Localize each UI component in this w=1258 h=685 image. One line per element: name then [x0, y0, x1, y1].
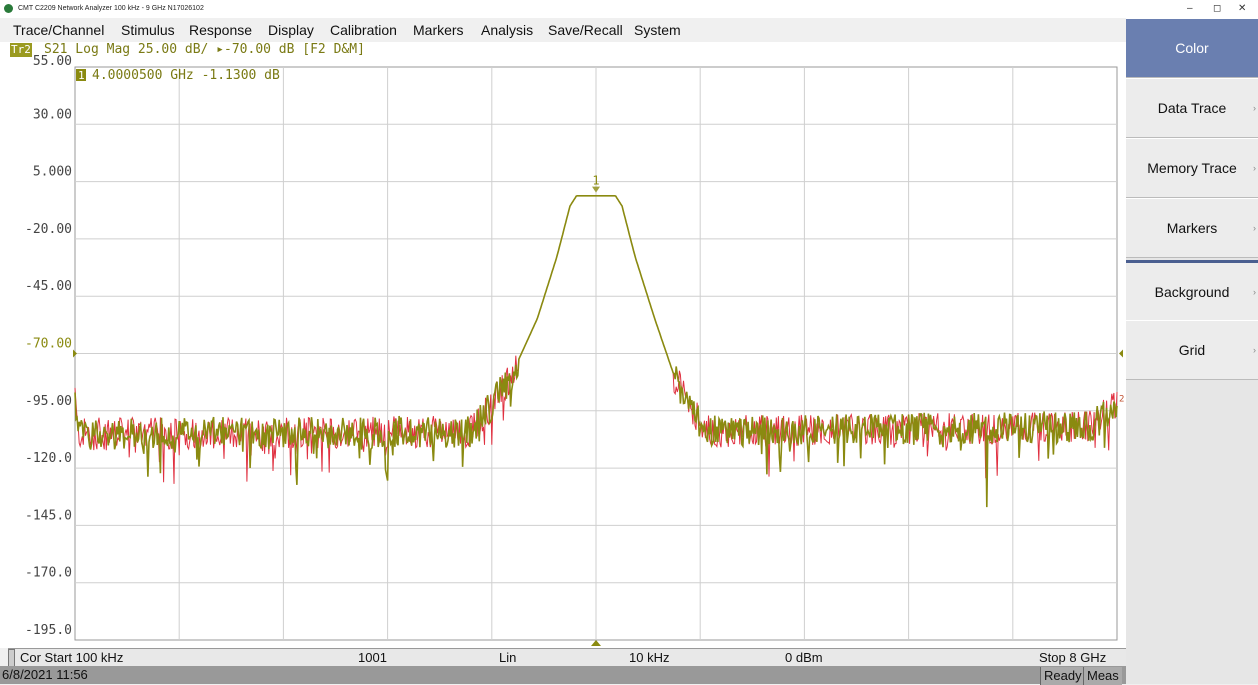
- menu-stimulus[interactable]: Stimulus: [121, 22, 175, 38]
- softkey-markers-label: Markers: [1166, 220, 1218, 236]
- trace-header: [0, 42, 1126, 58]
- marker-group: 12: [591, 174, 1124, 646]
- y-tick-label: -20.00: [25, 222, 72, 237]
- menu-trace-channel[interactable]: Trace/Channel: [13, 22, 105, 38]
- menu-bar: Trace/Channel Stimulus Response Display …: [0, 18, 1126, 42]
- channel-status-bar: Cor Start 100 kHz 1001 Lin 10 kHz 0 dBm …: [8, 648, 1126, 667]
- data-trace: [74, 195, 1118, 508]
- close-icon[interactable]: ✕: [1238, 3, 1247, 14]
- title-bar: CMT C2209 Network Analyzer 100 kHz - 9 G…: [0, 0, 1258, 18]
- readout-badge-bg: [76, 69, 86, 81]
- softkey-data-trace[interactable]: Data Trace ›: [1126, 78, 1258, 138]
- softkey-background-label: Background: [1154, 284, 1230, 300]
- chevron-right-icon: ›: [1253, 287, 1256, 297]
- ready-indicator: Ready: [1040, 667, 1085, 685]
- marker-bottom-icon: [591, 640, 602, 646]
- app-logo-icon: [4, 4, 13, 13]
- trace-chart[interactable]: 55.00 30.00 5.000 -20.00 -45.00 -70.00 -95.00 -…: [0, 0, 1126, 684]
- marker-triangle-icon: [592, 186, 601, 193]
- menu-analysis[interactable]: Analysis: [481, 22, 534, 38]
- menu-markers[interactable]: Markers: [413, 22, 464, 38]
- y-tick-label: 55.00: [33, 54, 72, 69]
- chevron-right-icon: ›: [1253, 103, 1256, 113]
- y-tick-label: -95.00: [25, 394, 72, 409]
- softkey-grid[interactable]: Grid ›: [1126, 320, 1258, 380]
- menu-calibration[interactable]: Calibration: [330, 22, 397, 38]
- y-tick-label: -170.0: [25, 566, 72, 581]
- start-frequency[interactable]: Cor Start 100 kHz: [20, 650, 124, 665]
- menu-system[interactable]: System: [634, 22, 681, 38]
- window-title: CMT C2209 Network Analyzer 100 kHz - 9 G…: [18, 5, 204, 12]
- chevron-right-icon: ›: [1253, 223, 1256, 233]
- softkey-grid-label: Grid: [1178, 342, 1206, 358]
- y-tick-label: -120.0: [25, 451, 72, 466]
- restore-icon[interactable]: ◻: [1213, 3, 1222, 14]
- menu-display[interactable]: Display: [268, 22, 314, 38]
- y-tick-label: -45.00: [25, 279, 72, 294]
- readout-badge: 1: [78, 69, 85, 82]
- y-tick-label: 5.000: [33, 165, 72, 180]
- menu-save-recall[interactable]: Save/Recall: [548, 22, 623, 38]
- softkey-memory-trace-label: Memory Trace: [1147, 160, 1237, 176]
- chevron-right-icon: ›: [1253, 163, 1256, 173]
- if-bandwidth[interactable]: 10 kHz: [629, 650, 670, 665]
- softkey-panel: Color Data Trace › Memory Trace › Markers ›…: [1126, 18, 1258, 684]
- y-tick-label: -145.0: [25, 508, 72, 523]
- reference-arrow-icon: [1119, 349, 1123, 358]
- trace-end-label: 2: [1119, 395, 1124, 405]
- softkey-background[interactable]: Background ›: [1126, 260, 1258, 322]
- y-tick-label: -195.0: [25, 623, 72, 638]
- power-level[interactable]: 0 dBm: [785, 650, 823, 665]
- y-tick-labels: 55.00 30.00 5.000 -20.00 -45.00 -70.00 -95.00 -…: [25, 54, 1123, 638]
- traces: [74, 195, 1118, 508]
- marker-readout: 4.0000500 GHz -1.1300 dB: [92, 68, 280, 83]
- softkey-color-label: Color: [1175, 40, 1209, 56]
- plot-grid: [74, 66, 1118, 641]
- trace-settings[interactable]: S21 Log Mag 25.00 dB/ ▸-70.00 dB [F2 D&M…: [44, 42, 365, 57]
- softkey-memory-trace[interactable]: Memory Trace ›: [1126, 138, 1258, 198]
- marker-readout-group: 1 4.0000500 GHz -1.1300 dB: [76, 68, 280, 83]
- y-tick-label: 30.00: [33, 107, 72, 122]
- meas-indicator: Meas: [1083, 667, 1122, 685]
- minimize-icon[interactable]: –: [1187, 3, 1193, 14]
- bottom-status-bar: 6/8/2021 11:56 Ready Meas: [0, 666, 1126, 685]
- y-tick-label: -70.00: [25, 337, 72, 352]
- stop-frequency[interactable]: Stop 8 GHz: [1039, 650, 1107, 665]
- menu-response[interactable]: Response: [189, 22, 253, 38]
- softkey-color[interactable]: Color: [1126, 18, 1258, 78]
- correction-indicator: [8, 649, 15, 667]
- trace-badge[interactable]: Tr2: [10, 43, 32, 57]
- datetime: 6/8/2021 11:56: [2, 667, 88, 682]
- points-count[interactable]: 1001: [358, 650, 387, 665]
- chevron-right-icon: ›: [1253, 345, 1256, 355]
- softkey-data-trace-label: Data Trace: [1157, 100, 1227, 116]
- softkey-markers[interactable]: Markers ›: [1126, 198, 1258, 258]
- sweep-type[interactable]: Lin: [499, 650, 517, 665]
- reference-arrow-icon: [73, 349, 77, 358]
- marker-label: 1: [592, 174, 599, 188]
